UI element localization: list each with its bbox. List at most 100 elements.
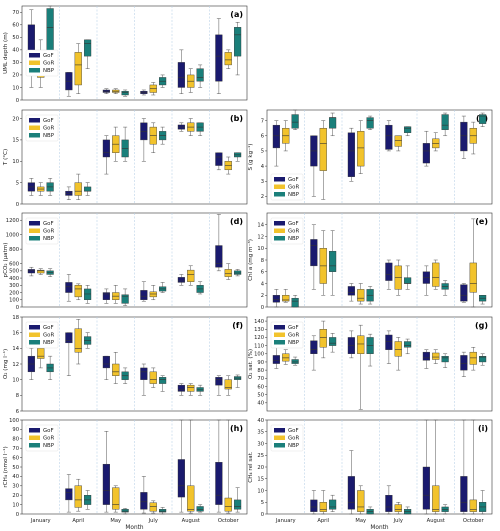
box-GoR-july: [394, 341, 402, 357]
panel-label: (g): [475, 321, 488, 330]
box-GoF-october: [460, 355, 468, 371]
y-tick-label: 10: [12, 85, 19, 91]
box-GoF-october: [215, 462, 223, 505]
legend-label-GoF: GoF: [288, 221, 299, 227]
box-GoR-july: [394, 504, 402, 512]
box-GoF-january: [272, 295, 280, 303]
y-axis-label: pCO₂ (µatm): [3, 243, 9, 278]
box-NBP-april: [329, 499, 337, 510]
legend-swatch-NBP: [274, 340, 285, 345]
panel-label: (h): [230, 424, 243, 433]
box-GoF-october: [460, 284, 468, 302]
legend-label-NBP: NBP: [288, 443, 300, 449]
legend-swatch-GoR: [29, 435, 40, 440]
y-tick-label: 6: [261, 270, 264, 276]
x-tick-label: October: [463, 518, 485, 524]
x-tick-label: August: [182, 518, 200, 524]
y-tick-label: 14: [257, 223, 264, 229]
box-GoF-april: [310, 340, 318, 354]
legend-swatch-GoF: [274, 177, 285, 182]
box-GoF-april: [65, 282, 73, 293]
box-GoF-july: [140, 492, 148, 510]
y-tick-label: 8: [261, 258, 264, 264]
x-tick-label: April: [317, 518, 329, 524]
panel-i: 0 5 10 15 20 25 30 35 40 CH₄ rel sat. (i) GoF GoRNBP…: [248, 418, 493, 531]
box-GoR-april: [319, 127, 327, 171]
legend-swatch-NBP: [29, 68, 40, 73]
box-NBP-april: [84, 288, 92, 300]
legend-swatch-GoF: [274, 325, 285, 330]
y-tick-label: 70: [257, 376, 264, 382]
y-tick-label: 0: [16, 512, 19, 518]
box-NBP-april: [329, 337, 337, 346]
box-GoR-july: [149, 502, 157, 512]
box-NBP-may: [121, 91, 129, 96]
legend-swatch-GoF: [29, 428, 40, 433]
y-tick-label: 6: [261, 134, 264, 140]
legend-label-NBP: NBP: [43, 340, 55, 346]
y-tick-label: 4: [261, 281, 265, 287]
box-GoR-august: [187, 269, 195, 282]
box-GoR-january: [282, 295, 290, 302]
y-tick-label: 40: [257, 401, 264, 407]
y-tick-label: 2: [261, 194, 264, 200]
legend-swatch-GoR: [274, 184, 285, 189]
panel-label: (a): [230, 10, 243, 19]
legend-label-GoR: GoR: [288, 436, 299, 442]
legend-swatch-GoR: [274, 332, 285, 337]
y-tick-label: 40: [12, 474, 19, 480]
y-tick-label: 16: [12, 330, 19, 336]
legend-swatch-GoR: [29, 228, 40, 233]
panel-label: (b): [230, 114, 243, 123]
legend-label-GoF: GoF: [43, 325, 54, 331]
box-NBP-july: [159, 377, 167, 384]
y-tick-label: 2: [261, 293, 264, 299]
legend-swatch-GoF: [29, 221, 40, 226]
box-GoF-may: [102, 355, 110, 369]
y-tick-label: 100: [254, 352, 264, 358]
box-GoR-october: [469, 351, 477, 365]
box-GoF-october: [215, 377, 223, 386]
y-tick-label: 0: [16, 305, 19, 311]
y-tick-label: 1000: [6, 232, 19, 238]
box-GoR-april: [74, 485, 82, 508]
box-NBP-april: [84, 39, 92, 57]
legend-label-GoR: GoR: [43, 126, 54, 132]
box-GoF-october: [215, 152, 223, 166]
y-tick-label: 40: [12, 48, 19, 54]
legend-swatch-NBP: [29, 443, 40, 448]
box-GoR-january: [37, 348, 45, 359]
x-tick-label: January: [30, 518, 51, 524]
legend-label-GoF: GoF: [288, 428, 299, 434]
y-tick-label: 6: [16, 409, 19, 415]
y-tick-label: 30: [257, 441, 264, 447]
legend-swatch-GoR: [274, 435, 285, 440]
y-tick-label: 20: [12, 73, 19, 79]
box-GoR-july: [149, 291, 157, 298]
box-GoF-may: [102, 139, 110, 158]
box-GoF-august: [422, 143, 430, 164]
y-tick-label: 140: [254, 319, 264, 325]
y-axis-label: Chl a (mg m⁻³): [247, 239, 254, 281]
y-axis-label: T (°C): [3, 149, 9, 166]
legend-swatch-GoR: [29, 60, 40, 65]
y-tick-label: 100: [9, 418, 19, 424]
y-tick-label: 90: [257, 360, 264, 366]
box-NBP-july: [404, 277, 412, 284]
legend-swatch-GoR: [29, 332, 40, 337]
y-tick-label: 5: [261, 500, 264, 506]
legend-label-GoF: GoF: [43, 118, 54, 124]
legend-swatch-NBP: [29, 236, 40, 241]
box-GoR-april: [74, 285, 82, 298]
panel-label: (e): [475, 217, 488, 226]
box-GoF-july: [140, 367, 148, 380]
y-tick-label: 500: [9, 269, 19, 275]
box-NBP-january: [46, 270, 54, 275]
legend-label-GoR: GoR: [288, 333, 299, 339]
box-NBP-may: [121, 294, 129, 304]
